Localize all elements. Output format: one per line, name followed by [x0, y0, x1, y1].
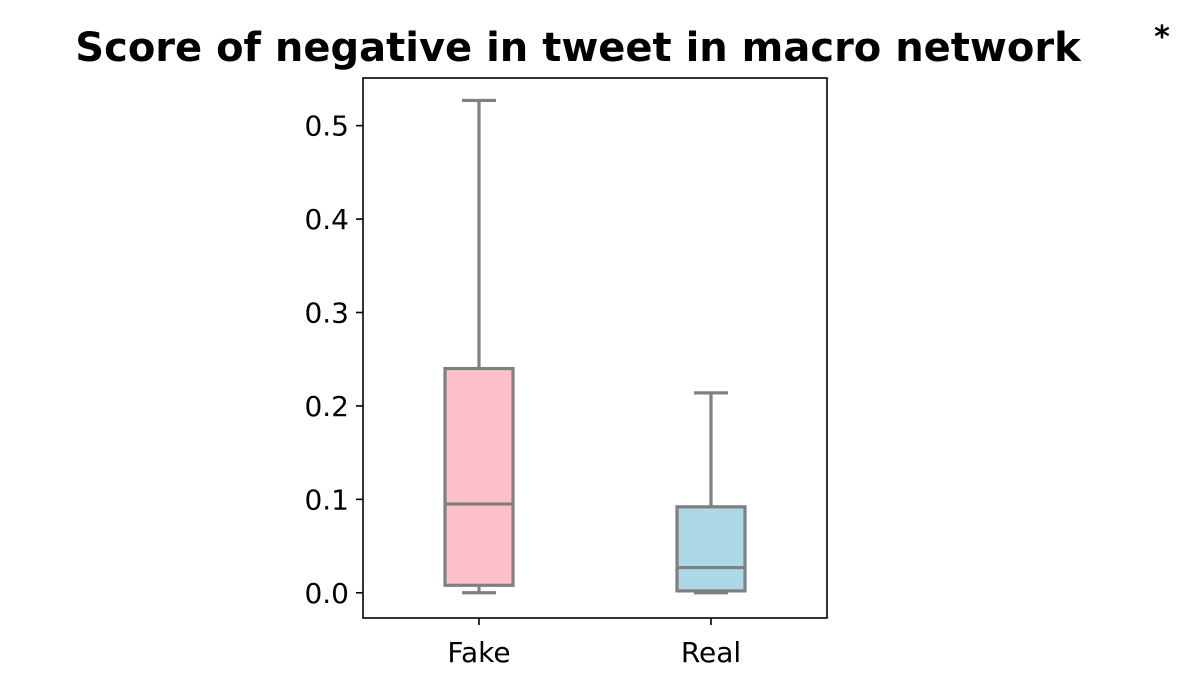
plot-frame [362, 77, 828, 619]
y-tick-label-1: 0.1 [304, 483, 349, 516]
box-fake [443, 366, 515, 587]
y-tick-label-4: 0.4 [304, 203, 349, 236]
x-tick-label-real: Real [681, 636, 741, 669]
box-real [675, 505, 747, 593]
x-tick-label-fake: Fake [447, 636, 510, 669]
title-significance-mark: * [1154, 20, 1170, 55]
chart-title: Score of negative in tweet in macro netw… [75, 25, 1082, 71]
y-tick-label-3: 0.3 [304, 296, 349, 329]
y-tick-label-5: 0.5 [304, 110, 349, 143]
plot-area: 0.0 0.1 0.2 0.3 0.4 0.5 Fake Real [304, 77, 828, 669]
y-tick-label-0: 0.0 [304, 577, 349, 610]
y-tick-label-2: 0.2 [304, 390, 349, 423]
